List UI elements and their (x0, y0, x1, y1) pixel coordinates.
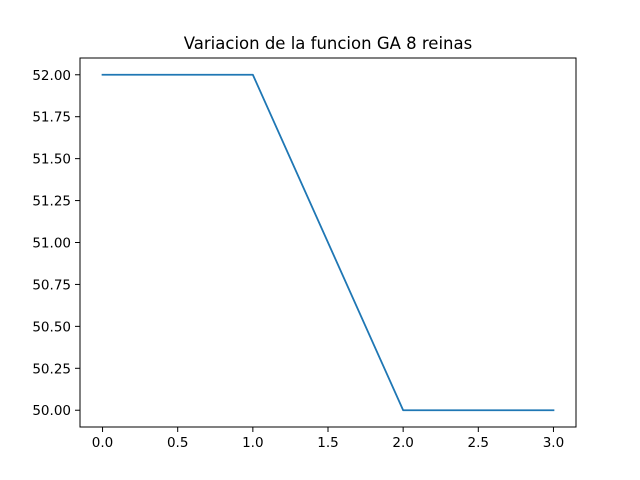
x-tick-label: 3.0 (543, 435, 564, 451)
y-tick-label: 52.00 (32, 68, 71, 84)
x-tick-label: 0.0 (92, 435, 113, 451)
y-tick-label: 50.75 (32, 277, 71, 293)
x-tick-label: 1.0 (242, 435, 263, 451)
y-tick-label: 51.25 (32, 194, 71, 210)
x-tick-label: 2.0 (392, 435, 413, 451)
series-line (101, 73, 555, 412)
y-tick-label: 50.50 (32, 319, 71, 335)
x-tick-label: 0.5 (167, 435, 188, 451)
series-layer (101, 73, 555, 412)
chart-title: Variacion de la funcion GA 8 reinas (184, 34, 472, 53)
y-tick-label: 51.50 (32, 152, 71, 168)
x-tick-label: 1.5 (317, 435, 338, 451)
x-tick-label: 2.5 (468, 435, 489, 451)
plot-frame (79, 57, 577, 428)
y-tick-label: 51.00 (32, 236, 71, 252)
x-axis: 0.0 0.5 1.0 1.5 2.0 2.5 3.0 (92, 427, 564, 451)
y-tick-label: 51.75 (32, 110, 71, 126)
y-axis: 50.00 50.25 50.50 50.75 51.00 51.25 51.50 51.75… (32, 68, 80, 419)
y-tick-label: 50.25 (32, 361, 71, 377)
y-tick-label: 50.00 (32, 403, 71, 419)
